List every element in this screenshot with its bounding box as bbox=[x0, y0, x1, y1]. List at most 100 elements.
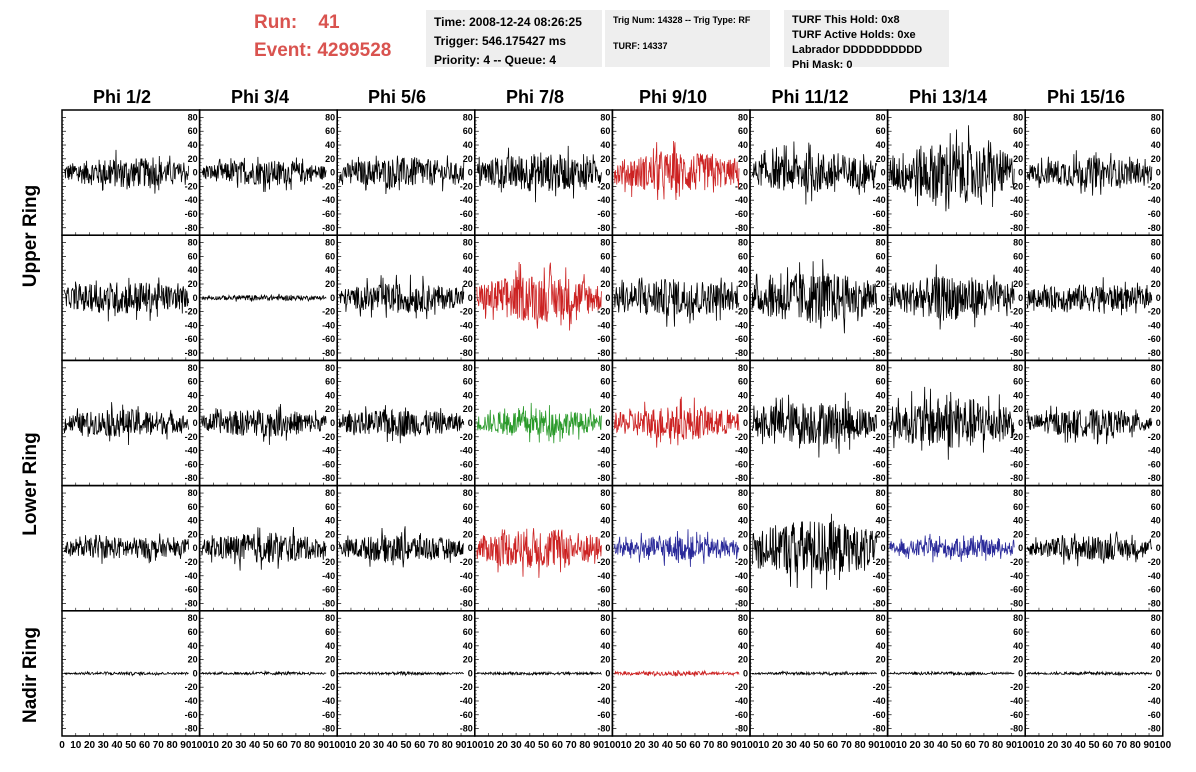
x-tick-label: 50 bbox=[263, 740, 275, 751]
y-tick-label: 60 bbox=[325, 377, 335, 387]
y-tick-label: -40 bbox=[597, 195, 610, 205]
y-tick-label: 40 bbox=[1013, 641, 1023, 651]
y-tick-label: -60 bbox=[597, 585, 610, 595]
y-tick-label: -80 bbox=[1010, 223, 1023, 233]
y-tick-label: -40 bbox=[873, 320, 886, 330]
y-tick-label: 60 bbox=[188, 502, 198, 512]
y-tick-label: 0 bbox=[881, 668, 886, 678]
y-tick-label: 40 bbox=[463, 516, 473, 526]
y-tick-label: -60 bbox=[735, 459, 748, 469]
y-tick-label: 20 bbox=[876, 529, 886, 539]
y-tick-label: -20 bbox=[1148, 682, 1161, 692]
waveform-panel: 80 60 40 20 0 -20 -40 -60 -80 bbox=[1024, 359, 1164, 487]
waveform-panel: 80 60 40 20 0 -20 -40 -60 -80 bbox=[886, 109, 1026, 236]
y-tick-label: 40 bbox=[188, 641, 198, 651]
y-tick-label: 40 bbox=[1151, 265, 1161, 275]
y-tick-label: -60 bbox=[873, 585, 886, 595]
y-tick-label: -20 bbox=[873, 307, 886, 317]
waveform-trace bbox=[751, 670, 877, 677]
y-tick-label: -80 bbox=[873, 348, 886, 358]
y-tick-label: -60 bbox=[1148, 209, 1161, 219]
y-tick-label: 80 bbox=[188, 363, 198, 373]
y-tick-label: 60 bbox=[600, 627, 610, 637]
y-tick-label: -20 bbox=[322, 181, 335, 191]
x-tick-label: 80 bbox=[855, 740, 867, 751]
y-tick-label: -60 bbox=[322, 459, 335, 469]
y-tick-label: 40 bbox=[876, 265, 886, 275]
column-label-phi-3-4: Phi 3/4 bbox=[230, 87, 290, 107]
waveform-trace bbox=[476, 261, 602, 331]
y-tick-label: 0 bbox=[743, 668, 748, 678]
y-tick-label: -20 bbox=[735, 557, 748, 567]
y-tick-label: -40 bbox=[735, 320, 748, 330]
y-tick-label: 0 bbox=[881, 293, 886, 303]
y-tick-label: -80 bbox=[322, 724, 335, 734]
x-tick-label: 10 bbox=[621, 740, 633, 751]
y-tick-label: -60 bbox=[460, 334, 473, 344]
y-tick-label: 20 bbox=[325, 404, 335, 414]
y-tick-label: -60 bbox=[873, 334, 886, 344]
trig-num-text: Trig Num: 14328 -- Trig Type: RF bbox=[613, 15, 751, 25]
y-tick-label: -80 bbox=[322, 473, 335, 483]
x-tick-label: 100 bbox=[604, 740, 621, 751]
y-tick-label: 60 bbox=[600, 126, 610, 136]
y-tick-label: -40 bbox=[597, 446, 610, 456]
y-tick-label: -40 bbox=[1010, 696, 1023, 706]
y-tick-label: -60 bbox=[460, 585, 473, 595]
y-tick-label: 80 bbox=[1151, 363, 1161, 373]
x-tick-label: 100 bbox=[742, 740, 759, 751]
waveform-trace bbox=[614, 669, 740, 678]
waveform-trace bbox=[201, 293, 327, 302]
x-tick-label: 20 bbox=[84, 740, 96, 751]
waveform-trace bbox=[1026, 277, 1153, 316]
x-tick-label: 30 bbox=[511, 740, 523, 751]
y-tick-label: 20 bbox=[1151, 655, 1161, 665]
waveform-panel: 80 60 40 20 0 -20 -40 -60 -80 bbox=[886, 234, 1026, 362]
y-tick-label: -40 bbox=[460, 320, 473, 330]
column-label-phi-11-12: Phi 11/12 bbox=[771, 87, 849, 107]
y-tick-label: -20 bbox=[460, 307, 473, 317]
x-tick-label: 90 bbox=[1143, 740, 1155, 751]
y-tick-label: 80 bbox=[463, 613, 473, 623]
y-tick-label: 60 bbox=[600, 377, 610, 387]
y-tick-label: 80 bbox=[738, 112, 748, 122]
y-tick-label: -60 bbox=[735, 710, 748, 720]
x-tick-label: 40 bbox=[249, 740, 261, 751]
x-tick-label: 80 bbox=[992, 740, 1004, 751]
x-tick-label: 100 bbox=[1154, 740, 1171, 751]
x-tick-label: 80 bbox=[442, 740, 454, 751]
waveform-panel: 80 60 40 20 0 -20 -40 -60 -80 bbox=[198, 109, 338, 236]
y-tick-label: 60 bbox=[463, 627, 473, 637]
y-tick-label: 20 bbox=[325, 655, 335, 665]
x-tick-label: 50 bbox=[1088, 740, 1100, 751]
y-tick-label: 80 bbox=[1151, 488, 1161, 498]
y-tick-label: 20 bbox=[600, 404, 610, 414]
waveform-panel: 80 60 40 20 0 -20 -40 -60 -80 bbox=[61, 109, 201, 236]
y-tick-label: 80 bbox=[600, 488, 610, 498]
y-tick-label: 40 bbox=[600, 641, 610, 651]
x-tick-label: 20 bbox=[772, 740, 784, 751]
y-tick-label: -80 bbox=[873, 473, 886, 483]
x-tick-label: 50 bbox=[125, 740, 137, 751]
y-tick-label: -80 bbox=[1010, 598, 1023, 608]
y-tick-label: 20 bbox=[188, 279, 198, 289]
y-tick-label: -40 bbox=[1148, 195, 1161, 205]
y-tick-label: -20 bbox=[597, 181, 610, 191]
x-tick-label: 50 bbox=[538, 740, 550, 751]
waveform-trace bbox=[1026, 150, 1153, 196]
waveform-panel: 80 60 40 20 0 -20 -40 -60 -80 bbox=[198, 234, 338, 362]
y-tick-label: -80 bbox=[460, 473, 473, 483]
y-tick-label: 20 bbox=[738, 655, 748, 665]
y-tick-label: -60 bbox=[597, 459, 610, 469]
y-tick-label: -20 bbox=[1148, 557, 1161, 567]
y-tick-label: -40 bbox=[460, 571, 473, 581]
y-tick-label: 20 bbox=[325, 529, 335, 539]
waveform-panel: 80 60 40 20 0 -20 -40 -60 -80 bbox=[474, 234, 614, 362]
y-tick-label: 20 bbox=[188, 404, 198, 414]
x-tick-label: 10 bbox=[758, 740, 770, 751]
waveform-trace bbox=[614, 277, 740, 327]
y-tick-label: 60 bbox=[1151, 126, 1161, 136]
y-tick-label: -80 bbox=[1148, 598, 1161, 608]
